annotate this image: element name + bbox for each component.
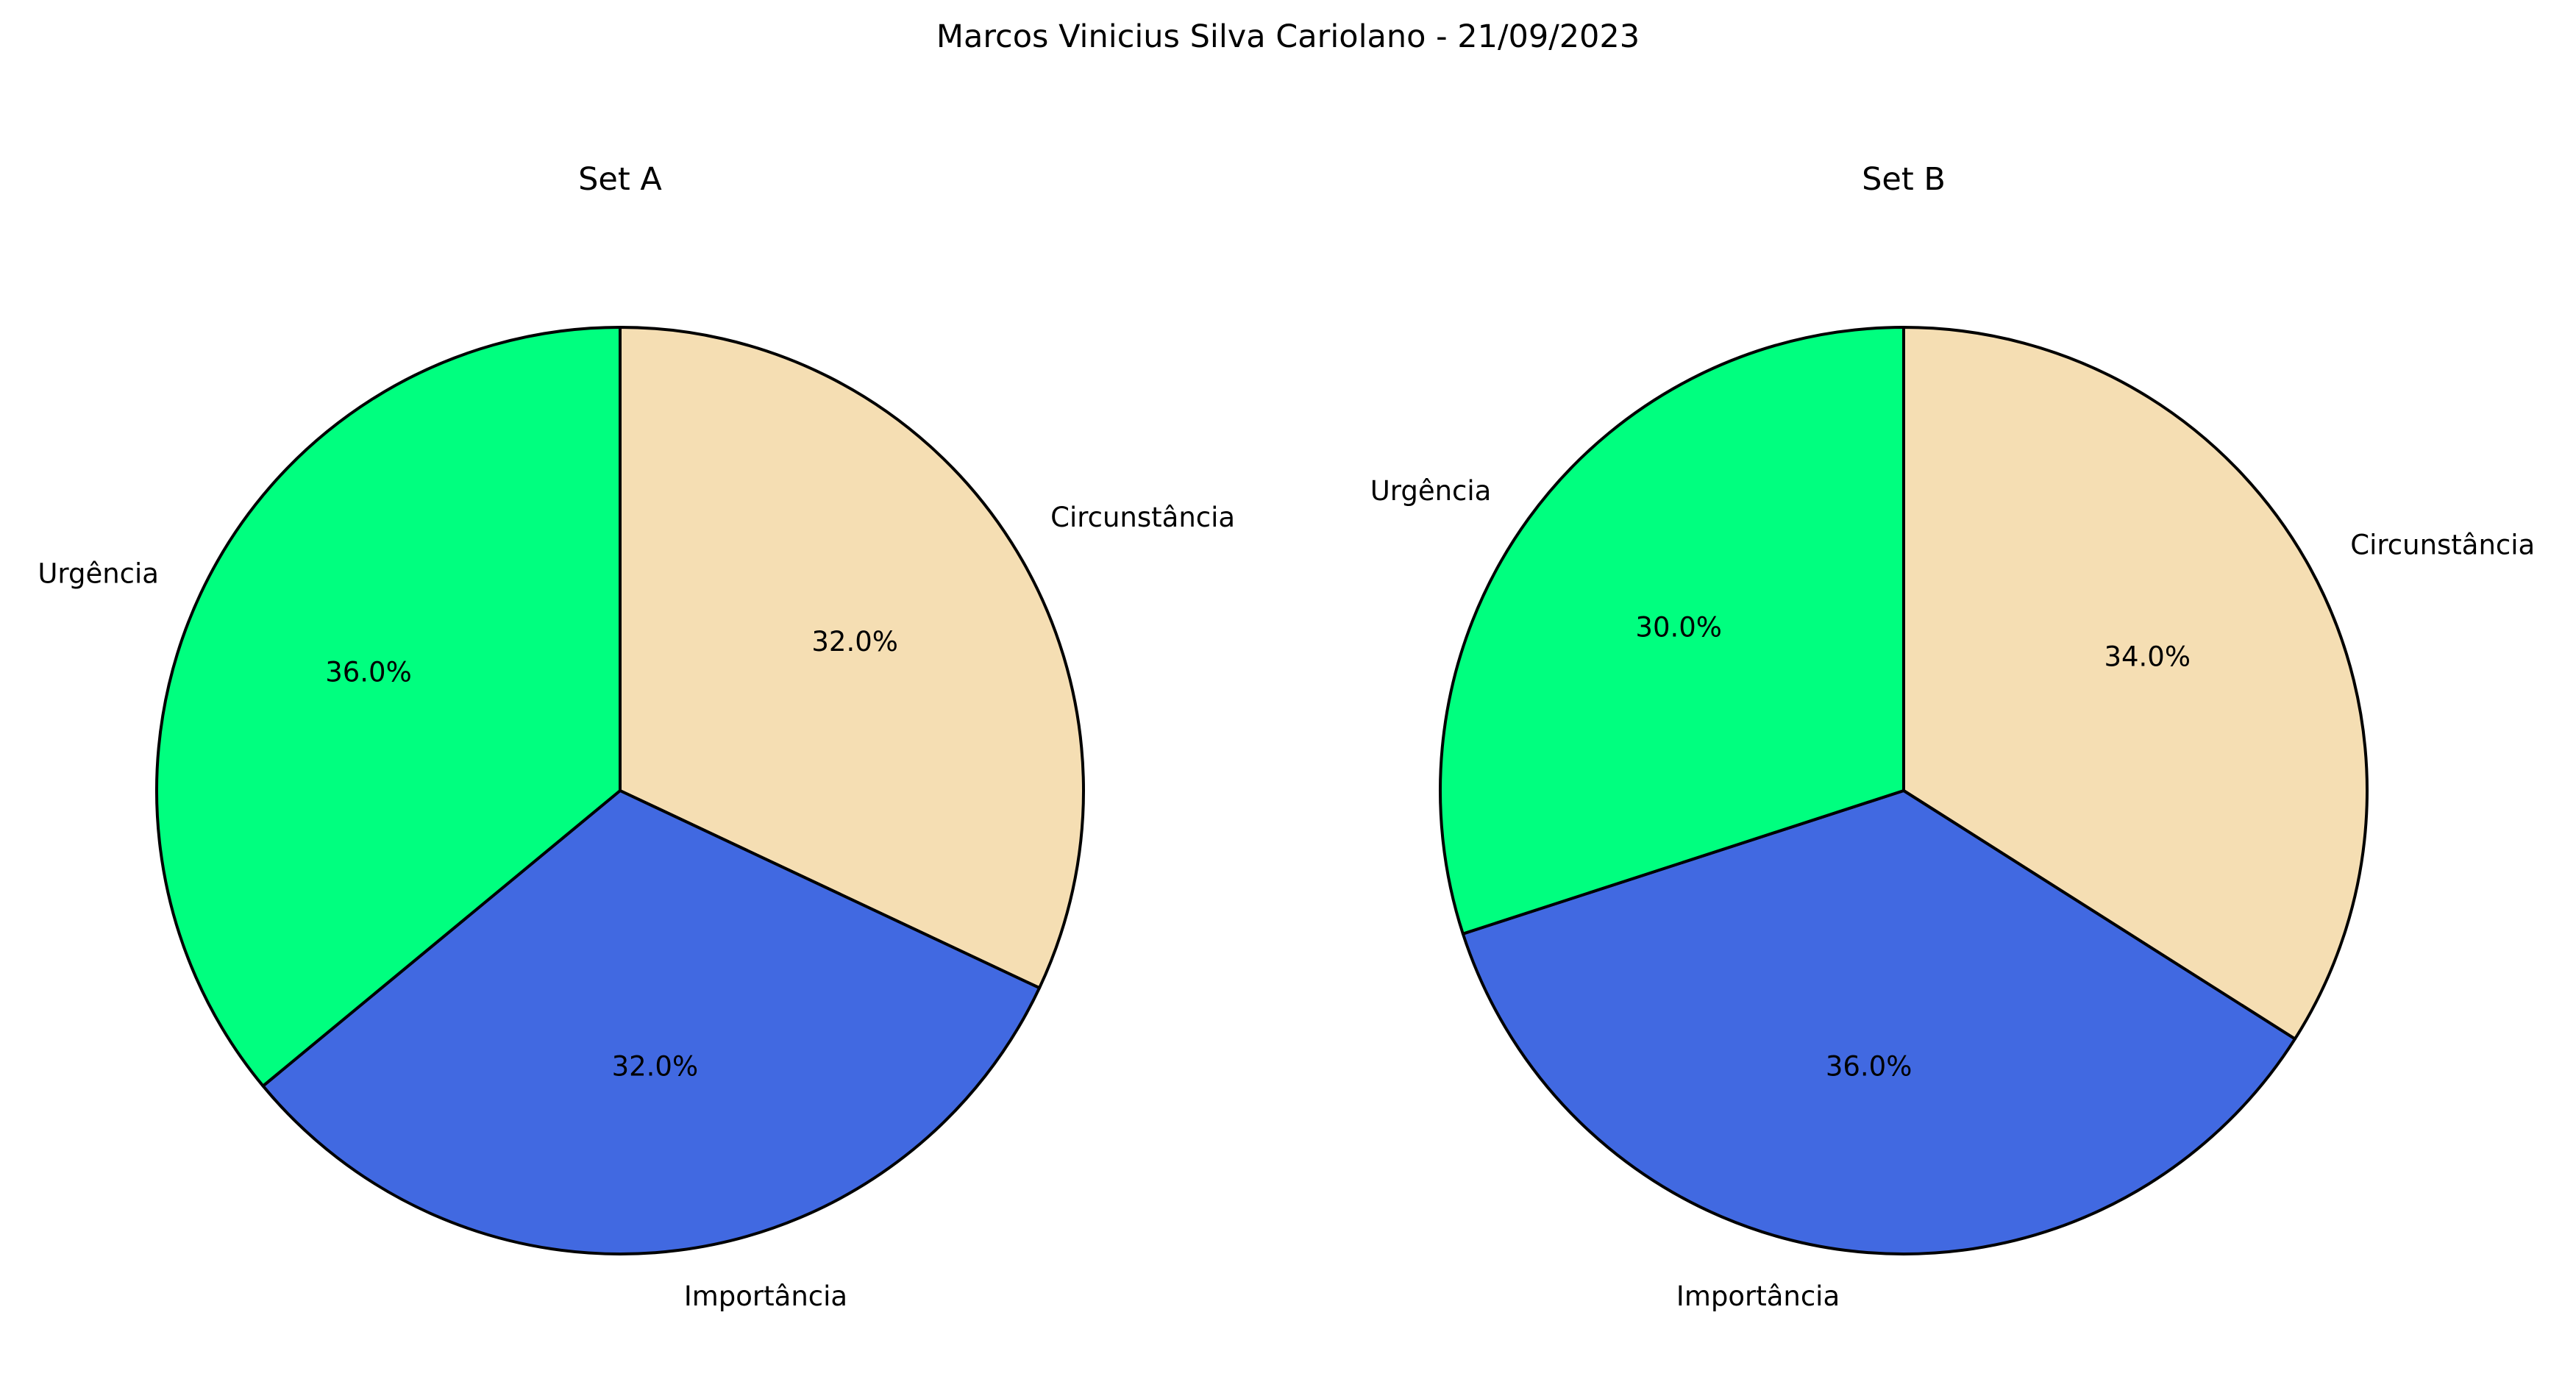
- pie-title-set-b: Set B: [1862, 161, 1946, 198]
- pct-label-importancia: 32.0%: [612, 1051, 699, 1083]
- pct-label-importancia: 36.0%: [1826, 1051, 1913, 1083]
- slice-label-importancia: Importância: [684, 1280, 847, 1312]
- slice-label-importancia: Importância: [1676, 1280, 1840, 1312]
- pie-slice-urgencia: [155, 326, 622, 1088]
- pie-slice-circunstancia: [1902, 326, 2369, 1041]
- pie-chart-set-b: Set B 34.0% Circunstância 36.0% Importância 3…: [1370, 161, 2536, 1312]
- slice-label-urgencia: Urgência: [1370, 475, 1492, 507]
- pct-label-circunstancia: 32.0%: [811, 626, 898, 658]
- pie-slice-importancia: [261, 789, 1042, 1255]
- figure-title: Marcos Vinicius Silva Cariolano - 21/09/…: [936, 18, 1640, 55]
- slice-label-circunstancia: Circunstância: [1050, 502, 1235, 533]
- pct-label-urgencia: 36.0%: [325, 657, 412, 688]
- slice-label-urgencia: Urgência: [38, 557, 159, 589]
- pie-slice-circunstancia: [619, 326, 1085, 990]
- pie-chart-set-a: Set A 32.0% Circunstância 32.0% Importância 3…: [38, 161, 1235, 1312]
- pct-label-urgencia: 30.0%: [1635, 611, 1722, 643]
- pie-slice-importancia: [1461, 789, 2296, 1255]
- pct-label-circunstancia: 34.0%: [2104, 641, 2191, 672]
- pie-title-set-a: Set A: [578, 161, 662, 198]
- slice-label-circunstancia: Circunstância: [2350, 530, 2535, 561]
- pie-slice-urgencia: [1439, 326, 1905, 936]
